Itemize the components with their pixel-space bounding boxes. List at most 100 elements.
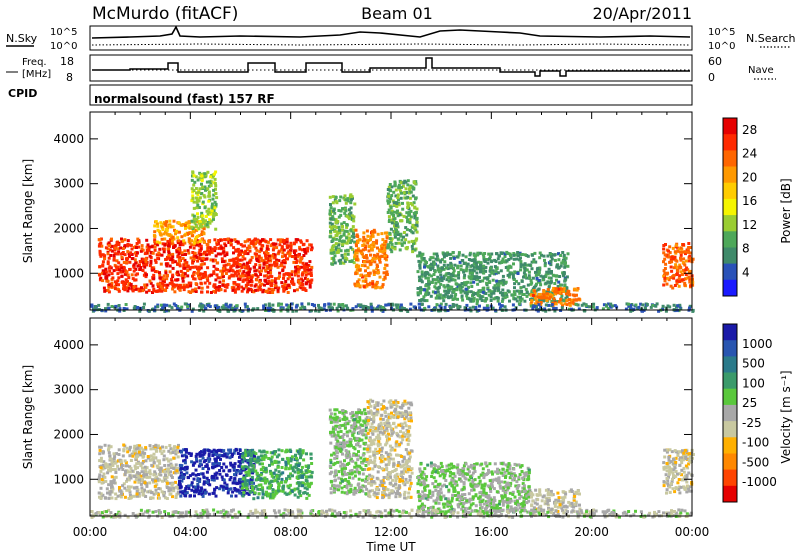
data-cell — [258, 278, 262, 282]
data-cell — [372, 270, 376, 274]
data-cell — [185, 261, 189, 265]
data-cell — [222, 264, 226, 268]
data-cell — [155, 478, 159, 482]
data-cell — [184, 448, 187, 452]
data-region-0 — [97, 237, 314, 294]
data-cell — [195, 255, 199, 259]
data-cell — [209, 212, 213, 216]
data-cell — [130, 469, 134, 473]
data-cell — [211, 207, 215, 211]
data-cell — [515, 257, 519, 261]
data-cell — [152, 447, 156, 451]
data-cell — [439, 273, 443, 277]
data-cell — [195, 206, 199, 210]
data-cell — [681, 278, 684, 282]
data-cell — [567, 298, 571, 301]
data-cell — [349, 246, 353, 250]
data-cell — [126, 273, 130, 277]
data-cell — [101, 467, 105, 471]
data-cell — [102, 472, 106, 476]
data-cell — [198, 176, 202, 180]
data-cell — [224, 465, 228, 469]
data-cell — [407, 240, 411, 244]
data-cell — [259, 478, 263, 482]
data-cell — [248, 480, 252, 484]
data-cell — [237, 253, 241, 257]
nsearch-label: N.Search — [746, 32, 796, 45]
data-cell — [133, 475, 137, 478]
data-cell — [135, 492, 139, 496]
data-cell — [192, 258, 196, 261]
data-cell — [181, 257, 185, 260]
data-cell — [152, 268, 156, 272]
data-region-2 — [190, 170, 219, 231]
data-cell — [207, 492, 211, 496]
data-cell — [438, 304, 442, 308]
data-cell — [294, 260, 298, 264]
data-cell — [278, 271, 282, 275]
data-cell — [180, 251, 184, 255]
data-cell — [533, 304, 537, 308]
data-cell — [164, 269, 168, 273]
data-cell — [232, 246, 236, 250]
data-cell — [274, 450, 277, 453]
data-cell — [310, 303, 314, 306]
data-cell — [447, 272, 451, 275]
data-cell — [417, 302, 421, 306]
data-cell — [229, 258, 233, 262]
data-cell — [302, 254, 306, 257]
data-cell — [683, 281, 687, 285]
data-cell — [211, 454, 215, 457]
data-cell — [272, 309, 276, 313]
data-cell — [187, 451, 191, 455]
data-cell — [175, 492, 179, 496]
data-cell — [144, 285, 148, 289]
data-cell — [182, 448, 186, 452]
data-cell — [548, 295, 552, 299]
data-cell — [281, 457, 285, 461]
data-cell — [182, 288, 186, 292]
data-cell — [179, 494, 183, 498]
station-title: McMurdo (fitACF) — [92, 4, 238, 24]
data-cell — [161, 479, 164, 483]
data-cell — [483, 299, 487, 303]
data-cell — [240, 458, 244, 462]
data-cell — [680, 250, 684, 254]
data-cell — [358, 284, 362, 288]
data-cell — [560, 306, 564, 310]
data-cell — [146, 243, 150, 247]
data-cell — [309, 281, 313, 284]
data-cell — [334, 245, 338, 249]
data-cell — [688, 254, 692, 258]
data-cell — [99, 276, 103, 280]
data-cell — [107, 306, 111, 310]
data-cell — [670, 255, 674, 259]
data-cell — [141, 461, 145, 465]
data-cell — [411, 231, 415, 235]
data-cell — [397, 203, 401, 207]
data-cell — [215, 196, 219, 200]
data-cell — [410, 244, 414, 248]
data-cell — [332, 225, 335, 229]
data-cell — [199, 272, 203, 276]
data-cell — [533, 296, 537, 300]
data-cell — [215, 471, 219, 475]
data-cell — [404, 180, 408, 184]
data-cell — [128, 490, 132, 494]
data-cell — [355, 255, 359, 259]
data-cell — [356, 249, 360, 253]
data-cell — [196, 193, 200, 196]
data-cell — [572, 298, 576, 302]
data-cell — [268, 257, 272, 261]
data-cell — [545, 292, 549, 296]
data-cell — [153, 270, 157, 273]
data-cell — [393, 226, 397, 230]
data-cell — [481, 279, 485, 283]
data-cell — [201, 453, 204, 457]
data-cell — [174, 304, 178, 307]
data-cell — [250, 490, 254, 494]
data-cell — [379, 244, 383, 248]
data-cell — [378, 260, 382, 264]
data-cell — [670, 269, 674, 273]
data-cell — [104, 270, 108, 274]
